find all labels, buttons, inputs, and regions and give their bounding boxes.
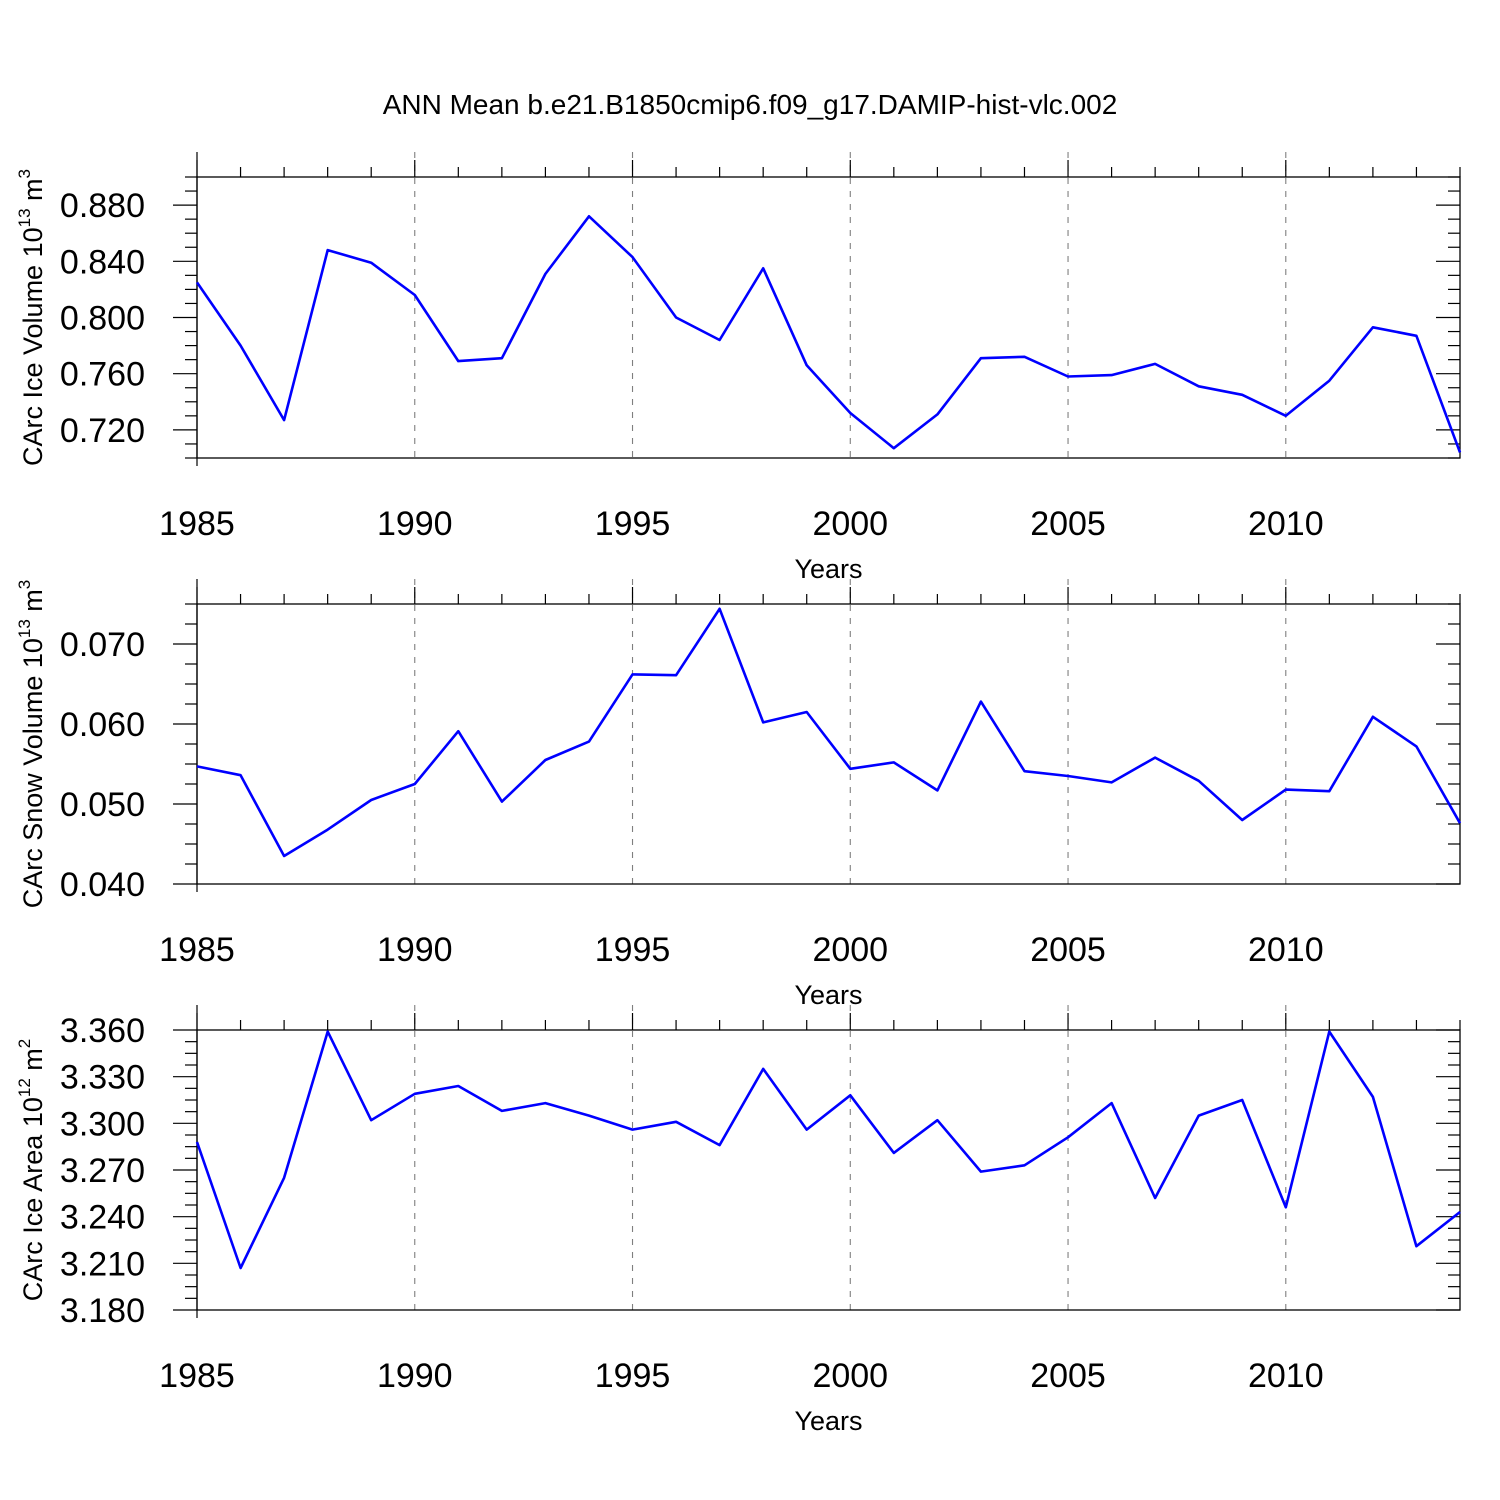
y-tick-label: 3.240 <box>60 1199 145 1237</box>
x-tick-label: 2005 <box>1030 1357 1106 1395</box>
y-tick-label: 0.760 <box>60 356 145 394</box>
y-axis-label: CArc Snow Volume 1013 m3 <box>15 580 48 909</box>
x-tick-label: 1985 <box>159 505 235 543</box>
y-tick-label: 3.360 <box>60 1012 145 1050</box>
y-tick-label: 0.800 <box>60 300 145 338</box>
x-tick-label: 2000 <box>812 505 888 543</box>
series-line <box>195 215 1462 453</box>
x-tick-label: 2010 <box>1248 505 1324 543</box>
x-tick-label: 2010 <box>1248 1357 1324 1395</box>
x-tick-label: 2005 <box>1030 931 1106 969</box>
y-tick-label: 3.330 <box>60 1059 145 1097</box>
chart-panel-3: 1985 1990 1995 2000 2005 2010 Years 3.180 3.210 3… <box>15 1005 1461 1436</box>
x-tick-label: 1990 <box>377 505 453 543</box>
x-tick-label: 2000 <box>812 931 888 969</box>
y-tick-label: 0.040 <box>60 866 145 904</box>
panels: 1985 1990 1995 2000 2005 2010 Years 0.720 0.760 0… <box>15 152 1462 1436</box>
plot-frame <box>196 176 1461 459</box>
x-tick-label: 1995 <box>595 1357 671 1395</box>
y-tick-label: 3.300 <box>60 1105 145 1143</box>
x-tick-label: 1990 <box>377 1357 453 1395</box>
plot-frame <box>196 603 1461 885</box>
y-tick-label: 3.210 <box>60 1245 145 1283</box>
y-tick-label: 0.070 <box>60 626 145 664</box>
y-tick-label: 0.840 <box>60 243 145 281</box>
series-line <box>196 607 1462 858</box>
y-axis-label: CArc Ice Volume 1013 m3 <box>15 169 48 466</box>
y-tick-label: 3.180 <box>60 1292 145 1330</box>
x-axis-label: Years <box>794 554 862 584</box>
x-tick-label: 1990 <box>377 931 453 969</box>
y-tick-label: 0.060 <box>60 706 145 744</box>
x-axis-label: Years <box>794 1406 862 1436</box>
y-axis-label: CArc Ice Area 1012 m2 <box>15 1039 48 1302</box>
x-tick-label: 2010 <box>1248 931 1324 969</box>
chart-panel-2: 1985 1990 1995 2000 2005 2010 Years 0.040 0.050 0… <box>15 579 1462 1010</box>
y-tick-label: 3.270 <box>60 1152 145 1190</box>
x-tick-label: 1995 <box>595 931 671 969</box>
series-line <box>195 1030 1461 1270</box>
x-axis-label: Years <box>794 980 862 1010</box>
figure-title: ANN Mean b.e21.B1850cmip6.f09_g17.DAMIP-… <box>383 89 1118 120</box>
x-tick-label: 1985 <box>159 1357 235 1395</box>
y-tick-label: 0.720 <box>60 412 145 450</box>
y-tick-label: 0.050 <box>60 786 145 824</box>
x-tick-label: 1995 <box>595 505 671 543</box>
x-tick-label: 1985 <box>159 931 235 969</box>
x-tick-label: 2000 <box>812 1357 888 1395</box>
x-tick-label: 2005 <box>1030 505 1106 543</box>
y-tick-label: 0.880 <box>60 187 145 225</box>
chart-panel-1: 1985 1990 1995 2000 2005 2010 Years 0.720 0.760 0… <box>15 152 1462 584</box>
